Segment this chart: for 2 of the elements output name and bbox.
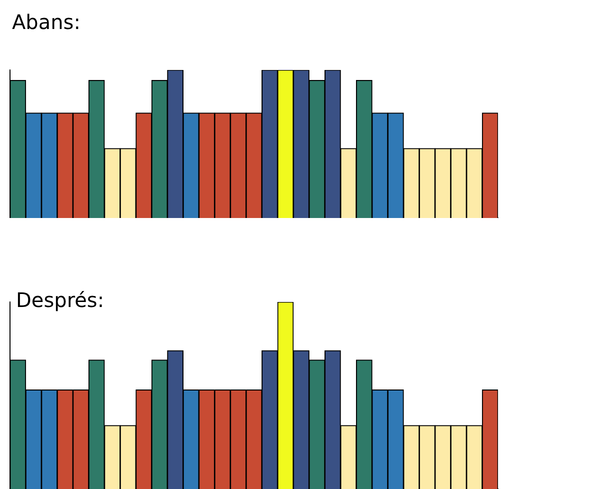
chart-title: Abans:: [12, 10, 80, 34]
chart-title: Després:: [16, 288, 104, 312]
